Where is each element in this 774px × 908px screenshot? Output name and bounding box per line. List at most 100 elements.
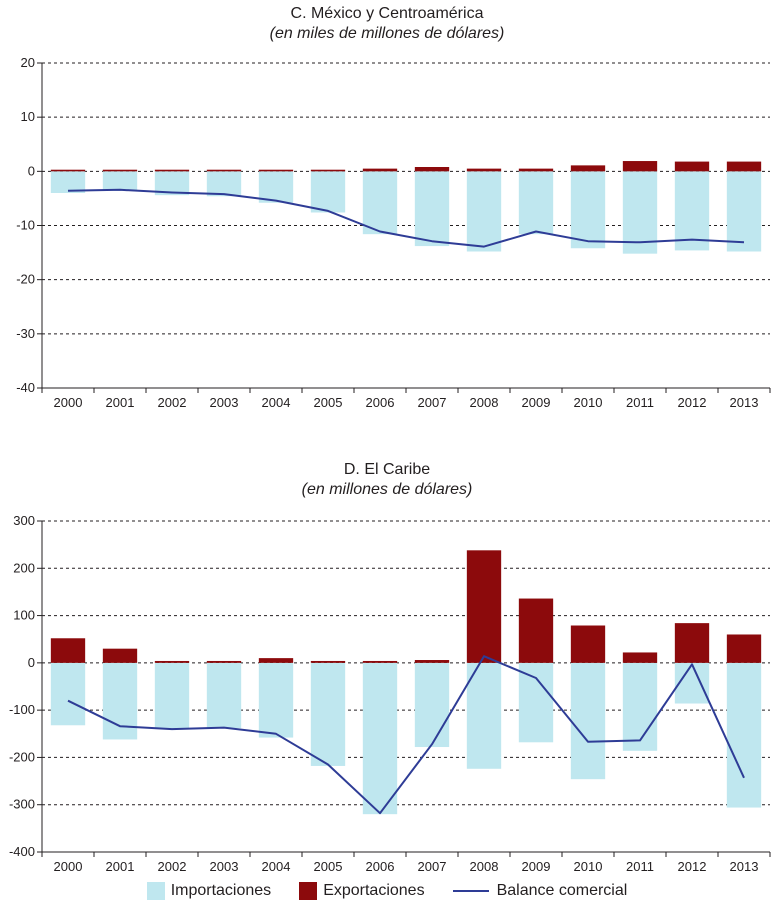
x-tick-label: 2003 xyxy=(210,395,239,410)
line-balance-comercial xyxy=(67,655,745,815)
bar-importaciones xyxy=(206,171,242,197)
x-tick-label: 2002 xyxy=(158,395,187,410)
y-tick-label: 200 xyxy=(13,560,35,575)
x-tick-label: 2006 xyxy=(366,859,395,874)
bar-exportaciones xyxy=(206,169,242,172)
legend-item-exportaciones: Exportaciones xyxy=(299,882,425,900)
bar-exportaciones xyxy=(674,623,710,663)
bar-exportaciones xyxy=(50,638,86,663)
y-tick-label: -40 xyxy=(16,380,35,395)
bar-importaciones xyxy=(258,171,294,203)
bar-importaciones xyxy=(726,171,762,252)
x-tick-label: 2000 xyxy=(54,395,83,410)
bar-exportaciones xyxy=(102,648,138,663)
x-tick-label: 2006 xyxy=(366,395,395,410)
bar-importaciones xyxy=(310,171,346,213)
x-tick-label: 2010 xyxy=(574,395,603,410)
x-tick-label: 2013 xyxy=(730,859,759,874)
bar-importaciones xyxy=(622,662,658,751)
y-tick-label: -400 xyxy=(9,844,35,859)
bar-importaciones xyxy=(726,662,762,808)
x-tick-label: 2009 xyxy=(522,395,551,410)
bar-exportaciones xyxy=(310,660,346,663)
chart-title: C. México y Centroamérica xyxy=(290,5,484,22)
legend-label: Exportaciones xyxy=(323,882,425,899)
x-tick-label: 2012 xyxy=(678,859,707,874)
chart-subtitle: (en miles de millones de dólares) xyxy=(269,25,505,42)
bar-exportaciones xyxy=(414,660,450,663)
bar-exportaciones xyxy=(154,169,190,172)
bar-importaciones xyxy=(154,662,190,730)
y-tick-label: -20 xyxy=(16,272,35,287)
bar-importaciones xyxy=(310,662,346,766)
bar-exportaciones xyxy=(466,550,502,663)
bar-exportaciones xyxy=(414,167,450,172)
bar-importaciones xyxy=(362,171,398,235)
bar-exportaciones xyxy=(518,598,554,663)
bar-exportaciones xyxy=(466,168,502,172)
bar-importaciones xyxy=(466,171,502,252)
x-tick-label: 2000 xyxy=(54,859,83,874)
line-balance-comercial xyxy=(67,188,745,248)
bar-exportaciones xyxy=(362,660,398,663)
x-tick-label: 2007 xyxy=(418,859,447,874)
bar-importaciones xyxy=(570,171,606,249)
bar-exportaciones xyxy=(622,161,658,172)
legend-swatch-importaciones xyxy=(146,882,165,900)
chart-el-caribe: D. El Caribe (en millones de dólares) 30… xyxy=(0,452,774,874)
x-tick-label: 2001 xyxy=(106,395,135,410)
bar-exportaciones xyxy=(518,168,554,172)
bar-exportaciones xyxy=(674,161,710,172)
bar-exportaciones xyxy=(102,169,138,172)
bar-importaciones xyxy=(674,662,710,704)
bar-importaciones xyxy=(102,171,138,191)
x-tick-label: 2001 xyxy=(106,859,135,874)
y-tick-label: 100 xyxy=(13,608,35,623)
y-tick-label: -100 xyxy=(9,702,35,717)
x-tick-label: 2007 xyxy=(418,395,447,410)
bar-importaciones xyxy=(466,662,502,769)
y-tick-label: 10 xyxy=(21,109,35,124)
x-tick-label: 2004 xyxy=(262,395,291,410)
x-tick-label: 2005 xyxy=(314,859,343,874)
y-tick-label: -200 xyxy=(9,749,35,764)
chart-subtitle: (en millones de dólares) xyxy=(301,481,473,498)
y-tick-label: 0 xyxy=(28,163,35,178)
legend-item-balance: Balance comercial xyxy=(452,882,627,900)
bar-importaciones xyxy=(50,662,86,726)
x-tick-label: 2013 xyxy=(730,395,759,410)
chart-title: D. El Caribe xyxy=(343,461,431,478)
bar-exportaciones xyxy=(570,165,606,172)
x-tick-label: 2009 xyxy=(522,859,551,874)
legend-item-importaciones: Importaciones xyxy=(146,882,272,900)
bar-importaciones xyxy=(674,171,710,251)
y-tick-label: 20 xyxy=(21,55,35,70)
chart-mexico-centroamerica: C. México y Centroamérica (en miles de m… xyxy=(0,0,774,418)
chart-plot-area: 300 200 100 0 -100 -200 -300 -400 2000 2001 2002 20… xyxy=(9,513,771,874)
bar-importaciones xyxy=(414,662,450,748)
bar-importaciones xyxy=(362,662,398,815)
x-tick-label: 2010 xyxy=(574,859,603,874)
x-tick-label: 2005 xyxy=(314,395,343,410)
x-tick-label: 2004 xyxy=(262,859,291,874)
bar-importaciones xyxy=(50,171,86,193)
x-tick-label: 2003 xyxy=(210,859,239,874)
bar-exportaciones xyxy=(154,660,190,663)
bar-exportaciones xyxy=(206,660,242,663)
legend: Importaciones Exportaciones Balance come… xyxy=(0,878,774,904)
bar-exportaciones xyxy=(258,169,294,172)
legend-swatch-exportaciones xyxy=(299,882,318,900)
bar-exportaciones xyxy=(258,658,294,663)
x-tick-label: 2008 xyxy=(470,859,499,874)
bar-exportaciones xyxy=(362,168,398,172)
bar-importaciones xyxy=(570,662,606,780)
bar-exportaciones xyxy=(310,169,346,172)
bar-importaciones xyxy=(622,171,658,254)
y-tick-label: -10 xyxy=(16,218,35,233)
legend-line-balance xyxy=(452,890,489,892)
y-tick-label: -300 xyxy=(9,797,35,812)
bar-importaciones xyxy=(102,662,138,740)
bar-importaciones xyxy=(518,171,554,235)
legend-label: Importaciones xyxy=(170,882,272,899)
